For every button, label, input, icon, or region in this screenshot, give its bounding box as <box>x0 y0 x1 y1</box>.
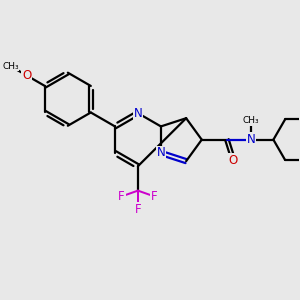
Text: CH₃: CH₃ <box>242 116 259 125</box>
Text: N: N <box>157 146 165 159</box>
Text: N: N <box>134 106 142 120</box>
Text: O: O <box>22 69 32 82</box>
Text: F: F <box>118 190 125 203</box>
Text: N: N <box>247 133 255 146</box>
Text: F: F <box>135 203 141 216</box>
Text: CH₃: CH₃ <box>2 61 19 70</box>
Text: F: F <box>151 190 158 203</box>
Text: O: O <box>229 154 238 167</box>
